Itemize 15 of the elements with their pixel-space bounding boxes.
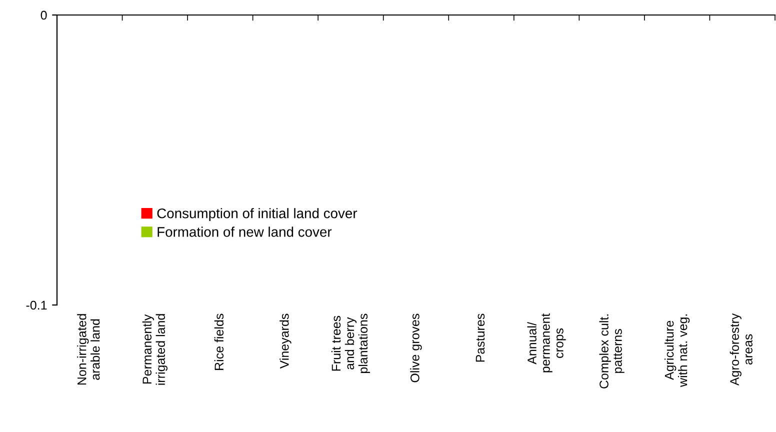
y-tick-label: -0.1 — [26, 300, 47, 310]
legend-label: Consumption of initial land cover — [157, 208, 358, 222]
x-tick-label: Complex cult. patterns — [599, 314, 624, 388]
x-tick-label: Agro-forestry areas — [730, 313, 752, 386]
x-tick-label: Permanently irrigated land — [142, 314, 168, 385]
x-tick-label: Olive groves — [410, 314, 422, 382]
x-tick-label: Rice fields — [214, 314, 224, 370]
x-tick-label: Pastures — [476, 314, 485, 362]
x-tick-label: Annual/ permanent crops — [527, 313, 566, 372]
x-tick-label: Fruit trees and berry plantations — [331, 314, 370, 373]
x-tick-label: Vineyards — [280, 314, 292, 369]
x-tick-label: Non-irrigated arable land — [77, 314, 100, 385]
y-tick-label: 0 — [40, 10, 47, 20]
legend-label: Formation of new land cover — [158, 226, 332, 237]
x-tick-label: Agriculture with nat. veg. — [664, 314, 690, 387]
